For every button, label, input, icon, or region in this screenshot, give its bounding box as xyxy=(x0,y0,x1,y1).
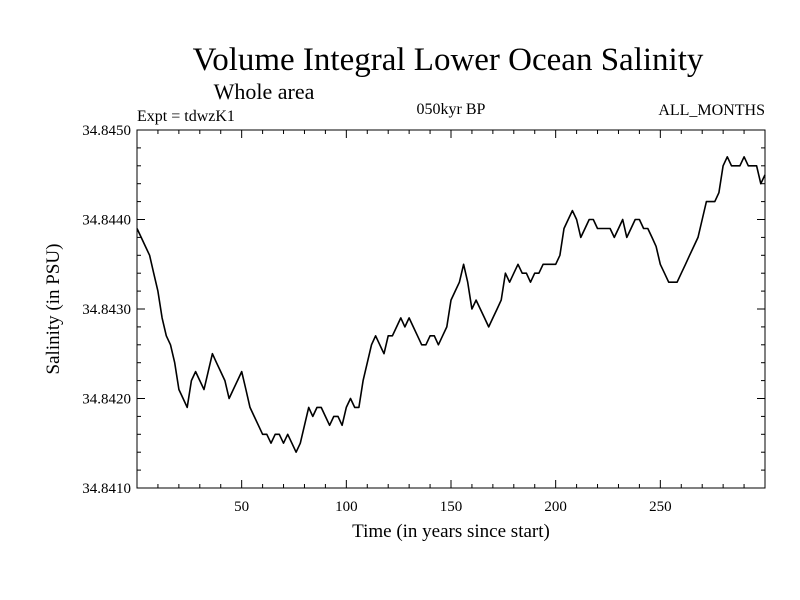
x-tick-label: 100 xyxy=(335,499,358,515)
chart-subtitle: Whole area xyxy=(214,79,315,104)
y-tick-label: 34.8440 xyxy=(82,213,131,229)
series-layer xyxy=(136,156,766,454)
x-axis-tick-labels: 50 100 150 200 250 xyxy=(234,499,671,515)
y-axis-label: Salinity (in PSU) xyxy=(43,244,64,375)
x-axis-label: Time (in years since start) xyxy=(352,521,550,542)
plot-frame xyxy=(136,129,766,489)
y-axis-ticks xyxy=(137,147,765,471)
y-axis-tick-labels: 34.8410 34.8420 34.8430 34.8440 34.8450 xyxy=(82,123,131,497)
y-tick-label: 34.8430 xyxy=(82,302,131,318)
x-axis-ticks xyxy=(157,130,745,488)
x-tick-label: 200 xyxy=(544,499,567,515)
x-tick-label: 150 xyxy=(440,499,463,515)
period-label: 050kyr BP xyxy=(417,101,486,118)
x-tick-label: 250 xyxy=(649,499,672,515)
experiment-label: Expt = tdwzK1 xyxy=(137,108,235,125)
series-line xyxy=(136,156,766,454)
chart-title: Volume Integral Lower Ocean Salinity xyxy=(193,42,704,78)
months-label: ALL_MONTHS xyxy=(658,102,765,119)
y-tick-label: 34.8450 xyxy=(82,123,131,139)
y-tick-label: 34.8420 xyxy=(82,392,131,408)
x-tick-label: 50 xyxy=(234,499,249,515)
y-tick-label: 34.8410 xyxy=(82,481,131,497)
